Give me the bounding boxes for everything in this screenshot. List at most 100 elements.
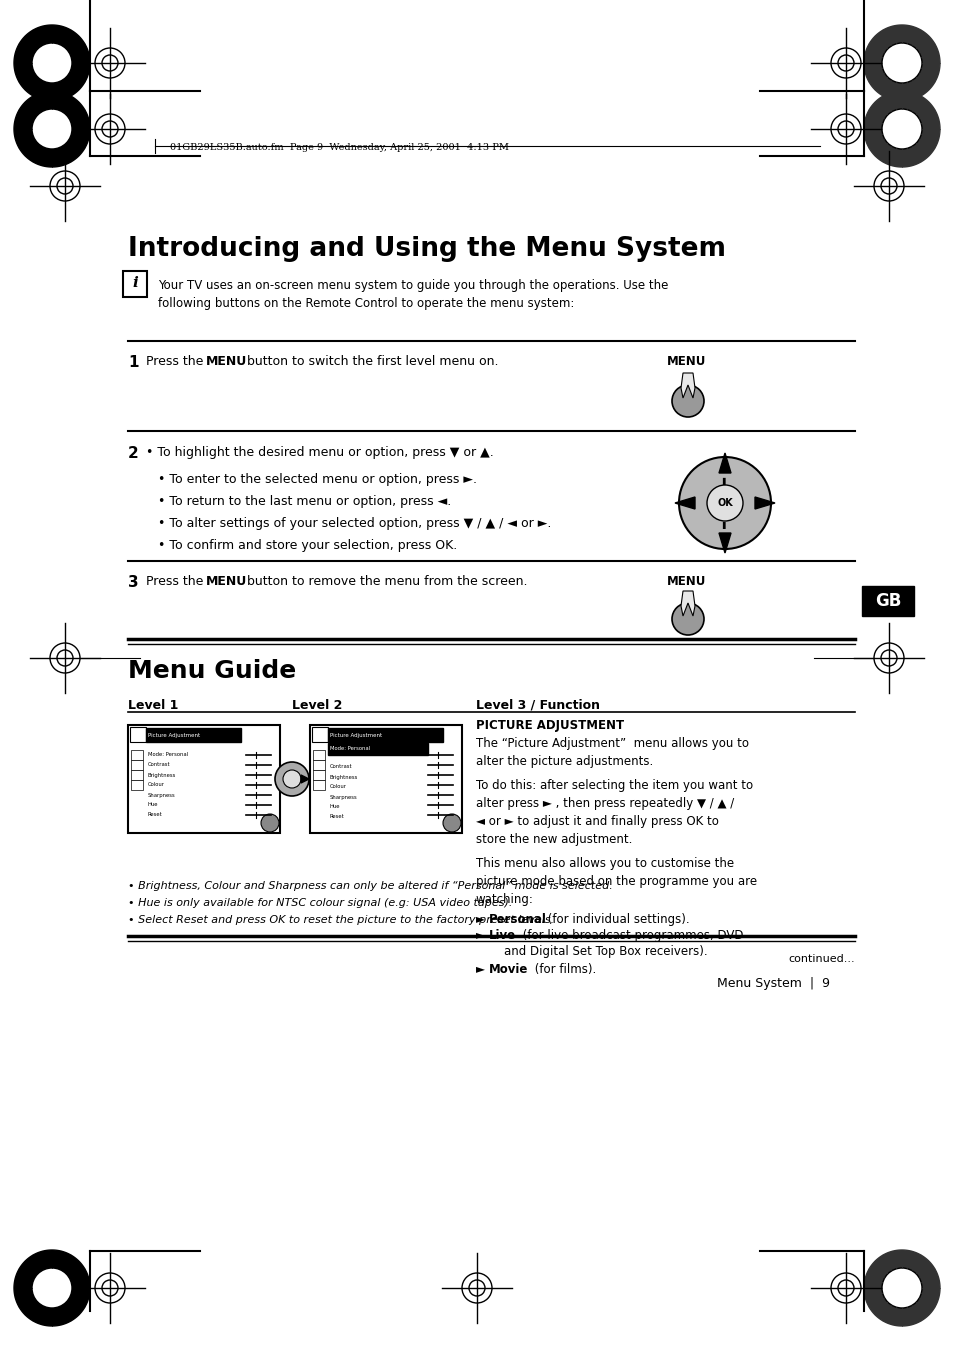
Bar — [862, 586, 913, 616]
Text: • To confirm and store your selection, press OK.: • To confirm and store your selection, p… — [158, 539, 456, 553]
Text: • Hue is only available for NTSC colour signal (e.g: USA video tapes).: • Hue is only available for NTSC colour … — [128, 898, 512, 908]
Bar — [313, 770, 325, 780]
Text: Level 2: Level 2 — [292, 698, 342, 712]
Text: • To return to the last menu or option, press ◄.: • To return to the last menu or option, … — [158, 494, 451, 508]
Text: ►: ► — [476, 963, 488, 975]
Text: • Brightness, Colour and Sharpness can only be altered if “Personal” mode is sel: • Brightness, Colour and Sharpness can o… — [128, 881, 612, 892]
Circle shape — [671, 385, 703, 417]
Text: Menu Guide: Menu Guide — [128, 659, 296, 684]
Text: Mode: Personal: Mode: Personal — [330, 747, 370, 751]
Text: Hue: Hue — [330, 804, 340, 809]
Polygon shape — [14, 91, 90, 168]
Bar — [146, 728, 241, 742]
Text: Brightness: Brightness — [148, 773, 176, 777]
Bar — [123, 272, 147, 297]
Circle shape — [882, 43, 921, 82]
Text: Colour: Colour — [330, 785, 347, 789]
Text: Contrast: Contrast — [148, 762, 171, 767]
Text: The “Picture Adjustment”  menu allows you to
alter the picture adjustments.: The “Picture Adjustment” menu allows you… — [476, 738, 748, 767]
Circle shape — [882, 1269, 921, 1308]
Circle shape — [671, 603, 703, 635]
Circle shape — [32, 109, 71, 149]
Text: button to switch the first level menu on.: button to switch the first level menu on… — [243, 355, 498, 367]
Polygon shape — [680, 373, 695, 399]
Bar — [131, 770, 143, 780]
Bar — [131, 750, 143, 761]
Bar — [313, 750, 325, 761]
Text: 01GB29LS35B.auto.fm  Page 9  Wednesday, April 25, 2001  4:13 PM: 01GB29LS35B.auto.fm Page 9 Wednesday, Ap… — [170, 142, 509, 151]
Bar — [328, 728, 442, 742]
Bar — [131, 761, 143, 770]
Text: ▌: ▌ — [721, 521, 727, 528]
Polygon shape — [863, 91, 939, 168]
Text: Press the: Press the — [146, 576, 207, 588]
Text: Colour: Colour — [148, 782, 165, 788]
Text: Picture Adjustment: Picture Adjustment — [330, 732, 382, 738]
Text: MENU: MENU — [666, 576, 705, 588]
Polygon shape — [680, 590, 695, 616]
Circle shape — [32, 43, 71, 82]
Text: Level 3 / Function: Level 3 / Function — [476, 698, 599, 712]
Text: OK: OK — [717, 499, 732, 508]
Polygon shape — [301, 775, 309, 784]
Text: 2: 2 — [128, 446, 138, 461]
Text: Mode: Personal: Mode: Personal — [148, 753, 188, 758]
Bar — [312, 727, 328, 742]
Text: Contrast: Contrast — [330, 765, 353, 770]
Text: Live: Live — [489, 929, 516, 942]
Circle shape — [442, 815, 460, 832]
Text: • To alter settings of your selected option, press ▼ / ▲ / ◄ or ►.: • To alter settings of your selected opt… — [158, 517, 551, 530]
Text: ▌: ▌ — [721, 477, 727, 485]
Text: Introducing and Using the Menu System: Introducing and Using the Menu System — [128, 236, 725, 262]
Circle shape — [261, 815, 278, 832]
Text: • To enter to the selected menu or option, press ►.: • To enter to the selected menu or optio… — [158, 473, 476, 486]
Polygon shape — [863, 26, 939, 101]
Circle shape — [283, 770, 301, 788]
Text: MENU: MENU — [206, 355, 247, 367]
Text: 1: 1 — [128, 355, 138, 370]
Text: Hue: Hue — [148, 802, 158, 808]
Text: • To highlight the desired menu or option, press ▼ or ▲.: • To highlight the desired menu or optio… — [146, 446, 494, 459]
Text: continued...: continued... — [787, 954, 854, 965]
Text: Your TV uses an on-screen menu system to guide you through the operations. Use t: Your TV uses an on-screen menu system to… — [158, 280, 668, 309]
Text: Sharpness: Sharpness — [330, 794, 357, 800]
Circle shape — [679, 457, 770, 549]
Polygon shape — [14, 1250, 90, 1325]
Circle shape — [32, 1269, 71, 1308]
Text: MENU: MENU — [206, 576, 247, 588]
Text: Reset: Reset — [148, 812, 163, 817]
Text: Picture Adjustment: Picture Adjustment — [148, 732, 200, 738]
Bar — [328, 743, 428, 755]
Polygon shape — [675, 497, 695, 509]
Text: (for live broadcast programmes, DVD: (for live broadcast programmes, DVD — [518, 929, 742, 942]
Text: (for films).: (for films). — [531, 963, 596, 975]
Text: (for individual settings).: (for individual settings). — [543, 913, 689, 925]
Text: i: i — [132, 276, 138, 290]
Text: Movie: Movie — [489, 963, 528, 975]
Text: Press the: Press the — [146, 355, 207, 367]
Polygon shape — [14, 26, 90, 101]
Polygon shape — [719, 453, 730, 473]
Polygon shape — [863, 1250, 939, 1325]
Bar — [131, 780, 143, 790]
Text: Reset: Reset — [330, 815, 344, 820]
Circle shape — [706, 485, 742, 521]
Text: Brightness: Brightness — [330, 774, 358, 780]
Polygon shape — [719, 534, 730, 553]
Text: 3: 3 — [128, 576, 138, 590]
Text: To do this: after selecting the item you want to
alter press ► , then press repe: To do this: after selecting the item you… — [476, 780, 752, 846]
Text: button to remove the menu from the screen.: button to remove the menu from the scree… — [243, 576, 527, 588]
Text: This menu also allows you to customise the
picture mode based on the programme y: This menu also allows you to customise t… — [476, 857, 757, 907]
Text: Sharpness: Sharpness — [148, 793, 175, 797]
Circle shape — [882, 109, 921, 149]
Bar — [313, 761, 325, 770]
Bar — [130, 727, 146, 742]
Text: • Select Reset and press OK to reset the picture to the factory preset levels.: • Select Reset and press OK to reset the… — [128, 915, 554, 925]
Text: Menu System  |  9: Menu System | 9 — [717, 977, 829, 990]
Text: ►: ► — [476, 913, 488, 925]
Bar — [310, 725, 461, 834]
Text: Personal: Personal — [489, 913, 546, 925]
Text: ►: ► — [476, 929, 488, 942]
Bar — [128, 725, 280, 834]
Text: GB: GB — [874, 592, 901, 611]
